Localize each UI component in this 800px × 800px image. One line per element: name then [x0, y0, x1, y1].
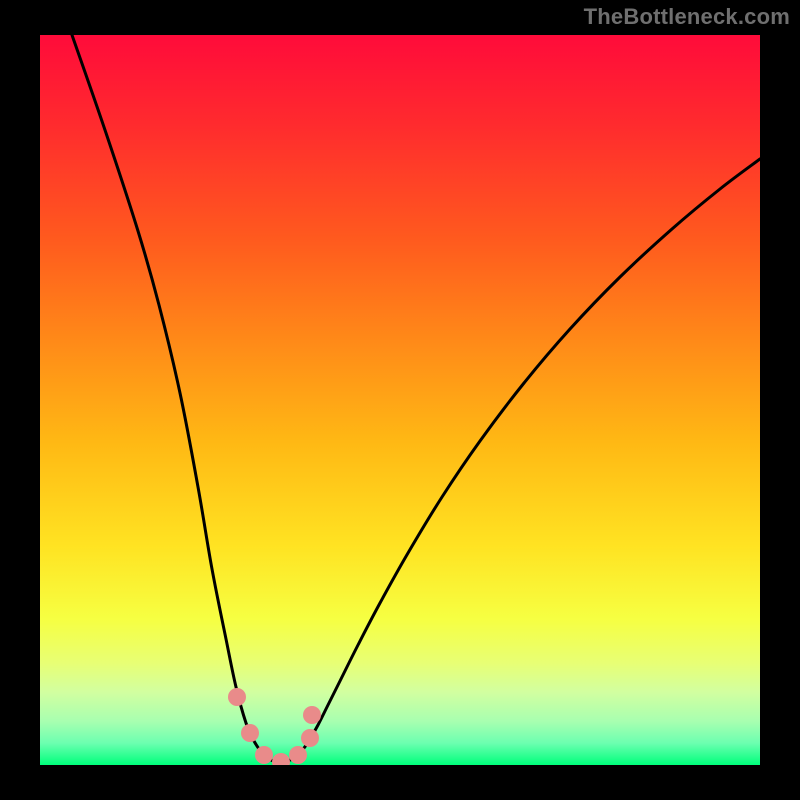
watermark-text: TheBottleneck.com: [584, 4, 790, 30]
marker-dot: [301, 729, 319, 747]
stage: TheBottleneck.com: [0, 0, 800, 800]
plot-area: [40, 35, 760, 765]
marker-dot: [241, 724, 259, 742]
marker-dot: [228, 688, 246, 706]
gradient-background: [40, 35, 760, 765]
marker-dot: [255, 746, 273, 764]
marker-dot: [289, 746, 307, 764]
plot-svg: [40, 35, 760, 765]
marker-dot: [303, 706, 321, 724]
